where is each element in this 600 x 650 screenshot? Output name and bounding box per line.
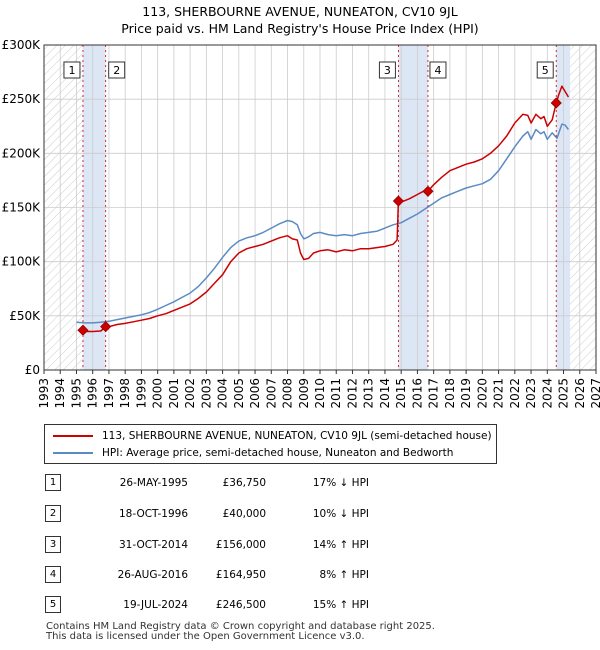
x-tick-label: 2002 — [183, 378, 197, 409]
x-tick-label: 2026 — [573, 378, 587, 409]
sale-date: 19-JUL-2024 — [123, 599, 188, 611]
x-tick-label: 2011 — [329, 378, 343, 409]
sale-marker-label-box — [429, 61, 447, 79]
sale-point — [392, 195, 404, 207]
sale-number-badge: 3 — [45, 536, 61, 553]
sale-marker-label: 1 — [68, 64, 75, 77]
x-tick-label: 2001 — [167, 378, 181, 409]
y-tick-label: £300K — [2, 38, 42, 52]
sale-row: 3 31-OCT-2014 £156,000 14% ↑ HPI — [0, 536, 600, 556]
sale-date: 18-OCT-1996 — [119, 508, 188, 520]
hpi-line — [76, 123, 570, 324]
sale-marker-label: 4 — [434, 64, 441, 77]
x-tick-label: 1995 — [69, 378, 83, 409]
sale-price: £40,000 — [222, 508, 266, 520]
x-tick-label: 2016 — [410, 378, 424, 409]
x-tick-label: 2022 — [508, 378, 522, 409]
x-tick-label: 2004 — [216, 378, 230, 409]
sale-date: 26-AUG-2016 — [117, 569, 188, 581]
sale-marker-label-box — [378, 61, 396, 79]
property-price-line — [82, 85, 570, 333]
x-tick-label: 2017 — [427, 378, 441, 409]
x-tick-label: 1994 — [53, 378, 67, 409]
x-tick-label: 2005 — [232, 378, 246, 409]
x-tick-label: 2027 — [589, 378, 600, 409]
x-tick-label: 2013 — [362, 378, 376, 409]
sale-point — [100, 321, 112, 333]
x-tick-label: 2003 — [199, 378, 213, 409]
y-tick-label: £50K — [9, 309, 41, 323]
sale-marker-label-box — [63, 61, 81, 79]
sale-price: £36,750 — [222, 477, 266, 489]
sale-price: £164,950 — [215, 569, 266, 581]
chart-title-address: 113, SHERBOURNE AVENUE, NUNEATON, CV10 9… — [142, 4, 458, 19]
x-tick-label: 2010 — [313, 378, 327, 409]
sale-marker-label-box — [536, 61, 554, 79]
sale-hpi-diff: 17% ↓ HPI — [312, 477, 369, 489]
sale-hpi-diff: 10% ↓ HPI — [312, 508, 369, 520]
legend-item-hpi: HPI: Average price, semi-detached house,… — [45, 445, 453, 461]
footer-copyright: Contains HM Land Registry data © Crown c… — [46, 621, 435, 632]
sale-number-badge: 4 — [45, 566, 61, 583]
sale-point — [422, 185, 434, 197]
legend-label-hpi: HPI: Average price, semi-detached house,… — [102, 447, 454, 459]
sale-row: 5 19-JUL-2024 £246,500 15% ↑ HPI — [0, 596, 600, 616]
sale-date: 31-OCT-2014 — [119, 539, 188, 551]
sale-row: 2 18-OCT-1996 £40,000 10% ↓ HPI — [0, 505, 600, 525]
sale-price: £156,000 — [215, 539, 266, 551]
legend-swatch-hpi — [53, 452, 93, 454]
x-tick-label: 1997 — [102, 378, 116, 409]
sale-price: £246,500 — [215, 599, 266, 611]
sale-hpi-diff: 14% ↑ HPI — [312, 539, 369, 551]
x-tick-label: 1998 — [118, 378, 132, 409]
x-tick-label: 1993 — [37, 378, 51, 409]
x-tick-label: 2020 — [475, 378, 489, 409]
sale-number-badge: 5 — [45, 596, 61, 613]
x-tick-label: 2008 — [281, 378, 295, 409]
x-tick-label: 2012 — [345, 378, 359, 409]
x-tick-label: 2023 — [524, 378, 538, 409]
sale-row: 4 26-AUG-2016 £164,950 8% ↑ HPI — [0, 566, 600, 586]
legend-item-property: 113, SHERBOURNE AVENUE, NUNEATON, CV10 9… — [45, 428, 492, 444]
sale-hpi-diff: 8% ↑ HPI — [319, 569, 369, 581]
y-tick-label: £0 — [25, 363, 40, 377]
sale-number-badge: 1 — [45, 474, 61, 491]
sale-row: 1 26-MAY-1995 £36,750 17% ↓ HPI — [0, 474, 600, 494]
x-tick-label: 2015 — [394, 378, 408, 409]
sale-marker-label: 5 — [542, 64, 549, 77]
x-tick-label: 2025 — [557, 378, 571, 409]
x-tick-label: 2019 — [459, 378, 473, 409]
x-tick-label: 2009 — [297, 378, 311, 409]
footer-licence: This data is licensed under the Open Gov… — [46, 631, 365, 642]
sale-date: 26-MAY-1995 — [119, 477, 188, 489]
plot-frame — [43, 44, 597, 371]
x-tick-label: 2006 — [248, 378, 262, 409]
y-tick-label: £250K — [2, 92, 42, 106]
sale-marker-label: 2 — [113, 64, 120, 77]
sale-hpi-diff: 15% ↑ HPI — [312, 599, 369, 611]
y-tick-label: £100K — [2, 255, 42, 269]
sale-point — [77, 324, 89, 336]
x-tick-label: 2007 — [264, 378, 278, 409]
legend-swatch-property — [53, 435, 93, 437]
chart-legend: 113, SHERBOURNE AVENUE, NUNEATON, CV10 9… — [44, 424, 497, 464]
sale-number-badge: 2 — [45, 505, 61, 522]
sale-marker-label-box — [108, 61, 126, 79]
chart-subtitle: Price paid vs. HM Land Registry's House … — [121, 21, 479, 36]
x-tick-label: 2014 — [378, 378, 392, 409]
x-tick-label: 2018 — [443, 378, 457, 409]
sale-marker-label: 3 — [384, 64, 391, 77]
x-tick-label: 2024 — [540, 378, 554, 409]
y-tick-label: £150K — [2, 201, 42, 215]
x-tick-label: 2000 — [151, 378, 165, 409]
x-tick-label: 1996 — [86, 378, 100, 409]
x-tick-label: 1999 — [134, 378, 148, 409]
x-tick-label: 2021 — [492, 378, 506, 409]
legend-label-property: 113, SHERBOURNE AVENUE, NUNEATON, CV10 9… — [102, 430, 492, 442]
footer-attribution: Contains HM Land Registry data © Crown c… — [46, 622, 435, 642]
sale-point — [550, 97, 562, 109]
y-tick-label: £200K — [2, 146, 42, 160]
